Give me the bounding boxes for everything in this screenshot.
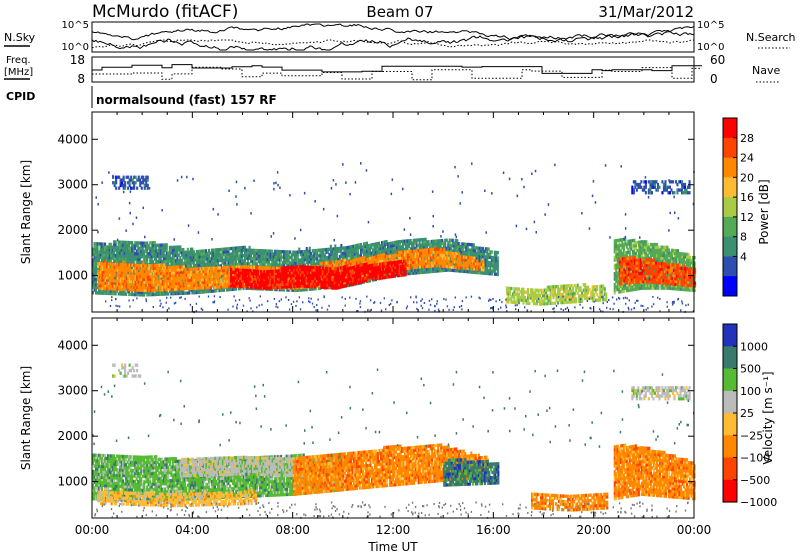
station-title: McMurdo (fitACF) (92, 2, 238, 22)
freq-line (92, 65, 702, 74)
power-cell (491, 250, 493, 253)
power-cell (456, 239, 458, 242)
nsky-line-2 (92, 32, 694, 50)
freq-panel: Freq. [MHz] 18 8 Nave 60 0 (4, 53, 780, 86)
nsearch-tick-top: 10^5 (697, 20, 724, 31)
freq-label-line2: [MHz] (4, 67, 33, 78)
nsky-tick-bottom: 10^0 (62, 42, 89, 53)
power-cell (309, 247, 311, 250)
nsky-line (92, 24, 694, 42)
nave-label: Nave (752, 64, 780, 77)
freq-tick-bottom: 8 (77, 72, 85, 86)
power-cell (497, 256, 499, 259)
power-cell (488, 247, 490, 250)
power-cell (497, 251, 499, 254)
nsearch-line (92, 40, 694, 48)
freq-series (92, 65, 702, 80)
nsky-panel: N.Sky 10^5 10^0 N.Search 10^5 10^0 (4, 20, 796, 53)
nsky-tick-top: 10^5 (62, 20, 89, 31)
nsearch-label: N.Search (746, 31, 796, 44)
nave-line (92, 67, 702, 80)
nave-tick-top: 60 (710, 53, 725, 67)
power-cell (458, 242, 460, 245)
power-cell (166, 243, 168, 246)
beam-title: Beam 07 (366, 3, 433, 21)
freq-frame (92, 57, 694, 82)
nsky-label: N.Sky (4, 31, 36, 44)
power-cell (115, 240, 117, 243)
cpid-text: normalsound (fast) 157 RF (96, 93, 277, 107)
nsky-frame (92, 22, 694, 52)
cpid-label: CPID (6, 90, 35, 103)
nsearch-tick-bottom: 10^0 (697, 42, 724, 53)
nsky-series (92, 24, 694, 50)
power-cell (473, 243, 475, 246)
power-heatmap (92, 162, 696, 313)
nave-tick-bottom: 0 (710, 72, 718, 86)
power-cell (452, 239, 454, 242)
date-title: 31/Mar/2012 (598, 3, 694, 21)
freq-tick-top: 18 (70, 53, 85, 67)
freq-label-line1: Freq. (6, 55, 31, 66)
